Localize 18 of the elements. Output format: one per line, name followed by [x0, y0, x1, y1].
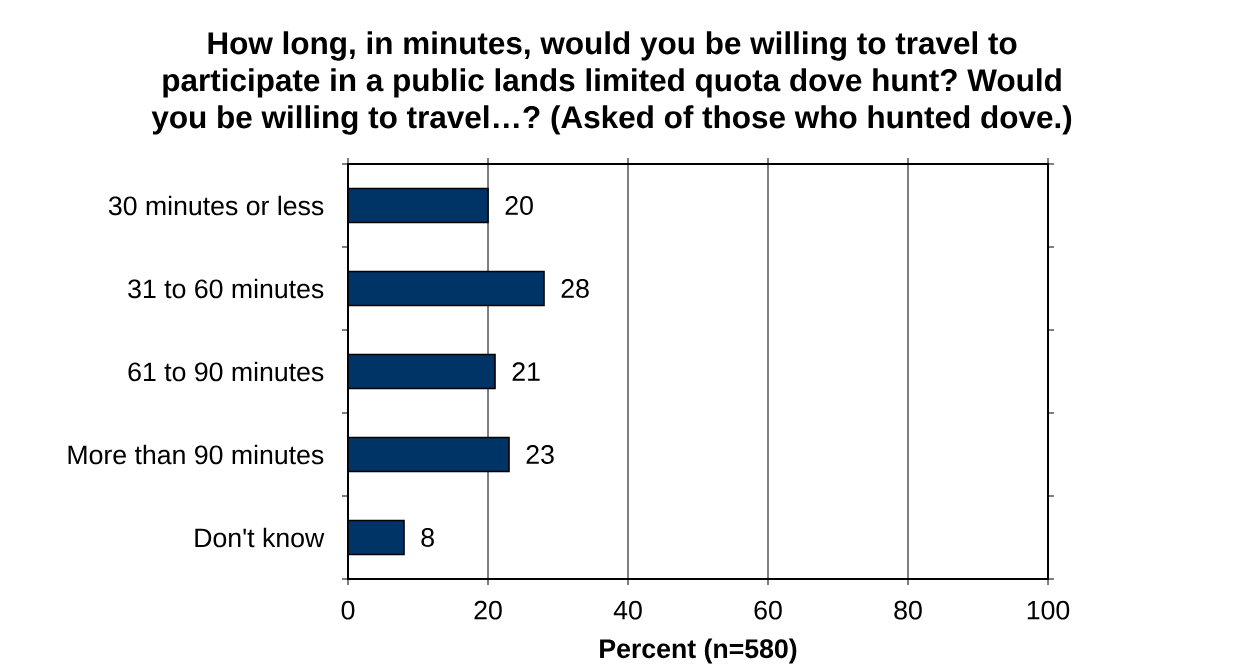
- data-label: 23: [526, 445, 554, 464]
- y-tick-label: 61 to 90 minutes: [128, 361, 324, 382]
- y-tick-label: More than 90 minutes: [68, 444, 324, 465]
- data-label: 8: [421, 528, 434, 547]
- data-label: 28: [561, 279, 589, 298]
- data-label: 21: [512, 362, 540, 381]
- x-tick-label: 100: [1027, 600, 1070, 620]
- x-axis-title: Percent (n=580): [600, 638, 797, 664]
- x-tick-label: 20: [474, 600, 502, 620]
- chart-title: How long, in minutes, would you be willing to travel to participate in a public lands limited quota dove hunt? Would you be willing to travel…? (Asked of those who hunted dove.): [151, 31, 1072, 135]
- x-tick-label: 0: [341, 600, 355, 620]
- data-label: 20: [505, 196, 533, 215]
- x-tick-label: 40: [613, 600, 642, 620]
- x-tick-label: 80: [894, 600, 922, 620]
- x-tick-label: 60: [754, 600, 782, 620]
- y-tick-label: 30 minutes or less: [108, 195, 324, 216]
- y-tick-label: Don't know: [195, 527, 325, 548]
- y-tick-label: 31 to 60 minutes: [128, 278, 324, 299]
